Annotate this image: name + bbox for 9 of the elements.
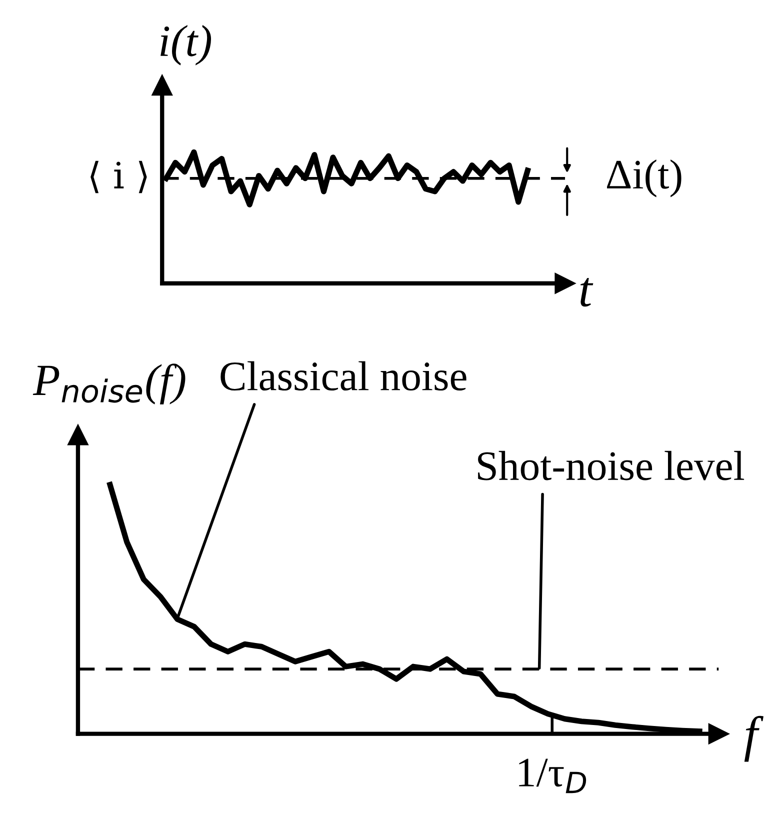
ref-line-label: ⟨ i ⟩ xyxy=(90,160,147,194)
text: Classical noise xyxy=(220,361,466,391)
text: 1/τ$_{D}$ xyxy=(519,758,586,794)
text: Δi(t) xyxy=(606,159,682,198)
text: Shot-noise level xyxy=(478,450,744,480)
x-axis-title: t xyxy=(580,278,594,307)
y-axis-title: i(t) xyxy=(160,25,212,66)
y-axis-title: P$_{noise}$(f) xyxy=(32,364,186,404)
x-axis-title: f xyxy=(744,716,764,762)
